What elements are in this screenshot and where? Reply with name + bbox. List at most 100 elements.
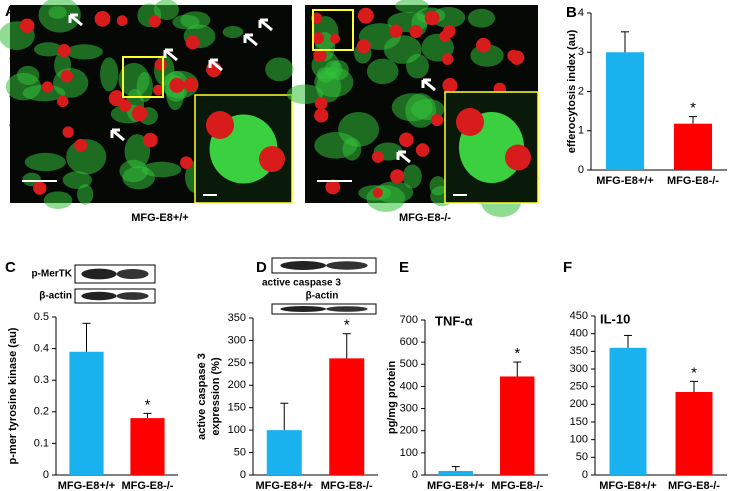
bar	[609, 347, 647, 475]
cell-green	[342, 137, 362, 161]
significance-mark: *	[691, 364, 697, 381]
y-tick-label: 50	[576, 451, 588, 463]
y-tick-label: 0.5	[34, 311, 49, 323]
cell-green	[265, 57, 294, 82]
panel-letter: C	[5, 259, 16, 276]
x-tick-label: MFG-E8+/+	[596, 175, 653, 187]
error-bar	[690, 380, 698, 392]
y-axis-label: pg/mg protein	[386, 361, 398, 435]
cell-red	[74, 138, 88, 152]
bar	[673, 123, 713, 170]
cell-red	[313, 48, 327, 63]
y-tick-label: 0	[43, 469, 49, 481]
cell-green	[141, 161, 182, 178]
cell-red	[94, 10, 111, 27]
x-tick-label: MFG-E8-/-	[668, 480, 720, 491]
blot-band	[81, 291, 117, 301]
bar	[69, 351, 104, 475]
blot-label: active caspase 3	[262, 278, 341, 289]
y-tick-label: 400	[570, 328, 588, 340]
bar	[675, 391, 713, 475]
cell-red	[56, 95, 69, 108]
cell-green	[118, 62, 150, 97]
bar	[266, 430, 302, 475]
error-bar	[689, 116, 697, 124]
blot-label: β-actin	[39, 291, 72, 302]
cell-red	[143, 132, 158, 148]
bar	[130, 418, 165, 475]
cell-red	[415, 143, 430, 157]
y-tick-label: 100	[228, 424, 246, 436]
cell-green	[391, 93, 433, 122]
error-bar	[513, 361, 522, 377]
y-axis-label: p-mer tyrosine kinase (au)	[7, 327, 19, 464]
y-tick-label: 300	[228, 334, 246, 346]
y-tick-label: 2	[578, 85, 584, 97]
cell-red	[183, 77, 199, 92]
cell-red	[399, 132, 414, 148]
significance-mark: *	[690, 100, 696, 117]
y-tick-label: 1	[578, 125, 584, 137]
x-tick-label: MFG-E8+/+	[58, 480, 115, 491]
cell-red	[19, 18, 35, 34]
bar	[605, 52, 645, 170]
blot-band	[326, 306, 368, 312]
cell-red	[119, 99, 132, 112]
cell-red	[33, 181, 47, 195]
cell-green	[48, 6, 67, 19]
y-tick-label: 600	[400, 336, 418, 348]
x-tick-label: MFG-E8+/+	[256, 480, 313, 491]
x-tick-label: MFG-E8-/-	[491, 480, 543, 491]
blot-band	[116, 292, 149, 300]
panel-letter: B	[566, 4, 577, 21]
y-tick-label: 0.1	[34, 437, 49, 449]
error-bar	[621, 31, 629, 53]
cell-red	[153, 84, 164, 96]
cell-red	[154, 58, 167, 71]
y-tick-label: 0.4	[34, 343, 49, 355]
cell-red	[356, 39, 371, 54]
cell-green	[16, 65, 40, 85]
y-tick-label: 0.3	[34, 374, 49, 386]
blot-band	[280, 261, 327, 270]
arrow	[68, 13, 83, 27]
y-tick-label: 250	[228, 357, 246, 369]
significance-mark: *	[344, 317, 350, 334]
arrow	[163, 48, 178, 62]
cell-green	[34, 42, 63, 57]
inset-red	[505, 144, 531, 171]
blot-band	[116, 268, 149, 280]
blot-label: p-MerTK	[31, 269, 72, 280]
significance-mark: *	[145, 396, 151, 413]
cell-red	[60, 70, 73, 83]
cell-green	[286, 84, 324, 105]
error-bar	[82, 322, 91, 352]
y-tick-label: 0	[578, 164, 584, 176]
cell-green	[467, 8, 495, 28]
y-tick-label: 0	[412, 469, 418, 481]
y-axis-label: expression (%)	[210, 357, 222, 436]
y-tick-label: 300	[570, 363, 588, 375]
cell-red	[439, 30, 451, 42]
micrograph-caption: MFG-E8+/+	[131, 212, 188, 224]
cell-red	[372, 187, 383, 198]
cell-red	[430, 114, 444, 127]
cell-red	[357, 7, 374, 24]
inset-red	[259, 146, 285, 172]
cell-green	[24, 152, 66, 172]
cell-red	[62, 126, 74, 138]
error-bar	[280, 402, 289, 431]
bar	[438, 471, 473, 475]
cell-red	[409, 24, 423, 38]
arrow	[110, 128, 125, 142]
x-tick-label: MFG-E8-/-	[122, 480, 174, 491]
error-bar	[342, 333, 351, 359]
cell-green	[402, 164, 422, 189]
chart-annotation: TNF-α	[435, 313, 473, 328]
y-tick-label: 150	[228, 402, 246, 414]
arrow	[396, 150, 411, 164]
cell-red	[325, 179, 341, 195]
arrow	[258, 18, 273, 32]
y-tick-label: 200	[570, 398, 588, 410]
